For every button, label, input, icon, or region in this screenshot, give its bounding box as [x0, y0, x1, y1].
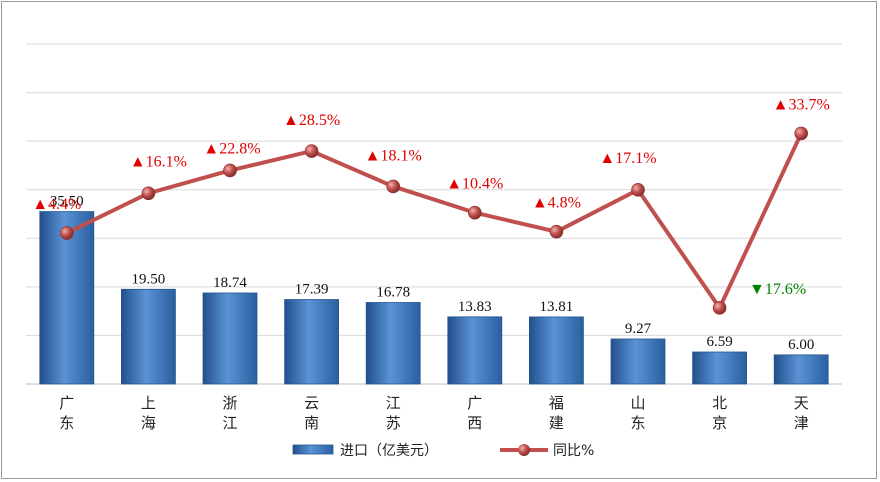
- bar-value-label: 9.27: [625, 321, 652, 337]
- line-marker: [712, 301, 727, 315]
- series-line: [65, 132, 804, 310]
- bar: [773, 354, 829, 385]
- category-label: 山: [630, 394, 645, 412]
- category-label: 天: [794, 394, 809, 412]
- legend: 进口（亿美元） 同比%: [292, 443, 594, 459]
- category-label: 浙: [222, 394, 237, 412]
- bar-value-label: 6.59: [706, 334, 732, 350]
- bar-value-label: 17.39: [295, 282, 329, 298]
- bar-value-label: 19.50: [132, 271, 166, 287]
- bar: [610, 338, 666, 385]
- bar: [39, 211, 95, 385]
- category-label: 津: [794, 414, 809, 432]
- bar-value-label: 16.78: [376, 284, 410, 300]
- category-label: 东: [59, 414, 74, 432]
- category-label: 云: [304, 394, 319, 412]
- line-marker: [60, 226, 74, 240]
- bar-value-label: 18.74: [213, 275, 247, 291]
- legend-line-marker: [518, 444, 530, 456]
- category-label: 京: [712, 414, 727, 432]
- line-series: [60, 126, 809, 315]
- category-label: 海: [141, 414, 156, 432]
- category-label: 江: [386, 394, 401, 412]
- category-label: 东: [630, 414, 645, 432]
- line-value-label: ▲33.7%: [773, 96, 830, 113]
- line-value-label: ▲22.8%: [203, 140, 260, 157]
- bar: [202, 292, 258, 385]
- line-value-labels: ▲4.4% ▲16.1% ▲22.8% ▲28.5% ▲18.1% ▲10.4% ▲4.8%…: [32, 96, 830, 297]
- category-label: 广: [467, 394, 482, 412]
- line-value-label: ▲10.4%: [446, 176, 503, 193]
- bar-value-labels: 35.50 19.50 18.74 17.39 16.78 13.83 13.81 9.27 6…: [50, 194, 814, 353]
- category-label: 福: [549, 394, 564, 412]
- bar-value-label: 6.00: [788, 337, 814, 353]
- bar: [529, 316, 584, 385]
- bar-value-label: 13.81: [540, 299, 574, 315]
- category-label: 江: [222, 414, 237, 432]
- bar-value-label: 13.83: [458, 299, 492, 315]
- category-label: 北: [712, 394, 727, 412]
- bar-series: [39, 211, 829, 385]
- category-label: 西: [467, 414, 482, 432]
- line-value-label: ▲18.1%: [365, 147, 422, 164]
- line-marker: [467, 205, 482, 220]
- line-marker: [631, 183, 645, 197]
- line-value-label: ▲4.8%: [532, 195, 581, 212]
- legend-line-label: 同比%: [553, 443, 594, 459]
- bar: [447, 316, 503, 385]
- line-marker: [549, 224, 564, 239]
- line-value-label: ▲4.4%: [32, 196, 81, 213]
- legend-bar-label: 进口（亿美元）: [340, 443, 438, 459]
- line-marker: [223, 163, 237, 178]
- line-marker: [794, 126, 809, 141]
- bar-value-label: 35.50: [50, 194, 84, 210]
- line-marker: [386, 179, 401, 194]
- bar: [365, 302, 421, 385]
- bar: [284, 299, 340, 385]
- bar: [692, 351, 747, 385]
- line-marker: [304, 144, 319, 158]
- line-value-label: ▲17.1%: [599, 150, 656, 167]
- category-label: 上: [141, 394, 156, 412]
- line-value-label: ▼17.6%: [749, 281, 806, 298]
- bar: [121, 288, 176, 385]
- line-value-label: ▲16.1%: [130, 153, 187, 170]
- category-label: 南: [304, 414, 319, 432]
- legend-bar-swatch: [292, 444, 334, 455]
- category-label: 苏: [386, 414, 401, 432]
- line-value-label: ▲28.5%: [283, 112, 340, 129]
- line-marker: [141, 186, 156, 201]
- category-label: 广: [59, 394, 74, 412]
- category-label: 建: [549, 414, 564, 432]
